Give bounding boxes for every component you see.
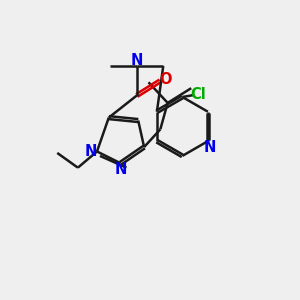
Text: N: N	[203, 140, 215, 155]
Text: O: O	[159, 72, 172, 87]
Text: N: N	[114, 162, 127, 177]
Text: N: N	[130, 53, 143, 68]
Text: N: N	[84, 144, 97, 159]
Text: Cl: Cl	[191, 87, 206, 102]
